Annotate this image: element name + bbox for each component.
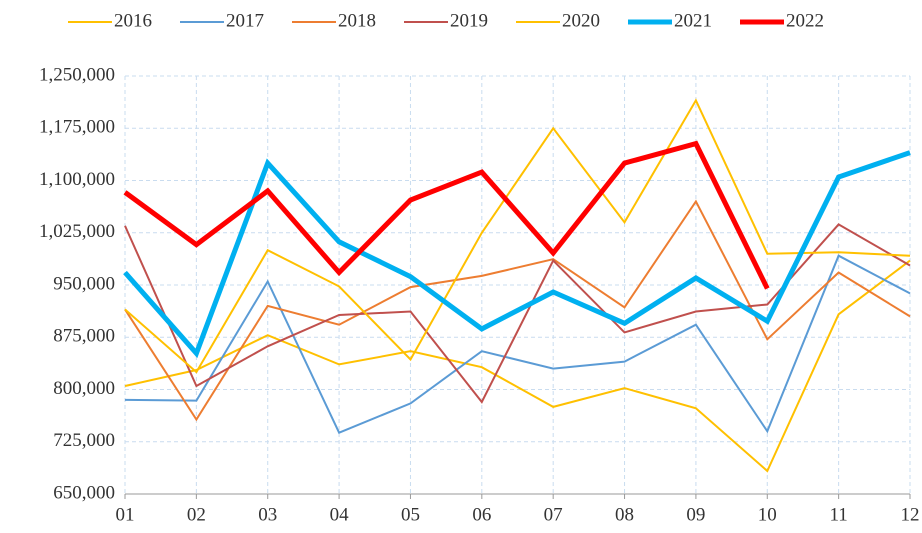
x-tick-label: 09 <box>686 504 705 525</box>
series-line <box>124 199 911 422</box>
y-tick-label: 1,175,000 <box>39 117 115 138</box>
y-tick-label: 1,100,000 <box>39 169 115 190</box>
y-tick-label: 800,000 <box>53 378 115 399</box>
series-line <box>123 140 770 290</box>
y-tick-label: 875,000 <box>53 326 115 347</box>
x-tick-label: 04 <box>330 504 350 525</box>
x-tick-label: 05 <box>401 504 420 525</box>
x-tick-label: 07 <box>544 504 563 525</box>
x-tick-label: 10 <box>758 504 777 525</box>
x-tick-label: 12 <box>901 504 920 525</box>
legend-label: 2018 <box>338 10 376 31</box>
legend-label: 2019 <box>450 10 488 31</box>
series-line <box>124 223 911 404</box>
x-tick-label: 02 <box>187 504 206 525</box>
legend-label: 2020 <box>562 10 600 31</box>
legend-label: 2021 <box>674 10 712 31</box>
y-tick-label: 1,025,000 <box>39 221 115 242</box>
legend-label: 2017 <box>226 10 264 31</box>
y-tick-label: 1,250,000 <box>39 64 115 85</box>
y-tick-label: 725,000 <box>53 430 115 451</box>
x-tick-label: 03 <box>258 504 277 525</box>
series-line <box>124 259 911 473</box>
x-tick-label: 11 <box>829 504 847 525</box>
series-line <box>124 98 911 374</box>
legend-label: 2022 <box>786 10 824 31</box>
series-line <box>123 150 911 359</box>
y-tick-label: 950,000 <box>53 273 115 294</box>
x-tick-label: 01 <box>116 504 135 525</box>
x-tick-label: 06 <box>472 504 491 525</box>
x-tick-label: 08 <box>615 504 634 525</box>
legend-label: 2016 <box>114 10 152 31</box>
y-tick-label: 650,000 <box>53 482 115 503</box>
series-line <box>124 254 911 434</box>
